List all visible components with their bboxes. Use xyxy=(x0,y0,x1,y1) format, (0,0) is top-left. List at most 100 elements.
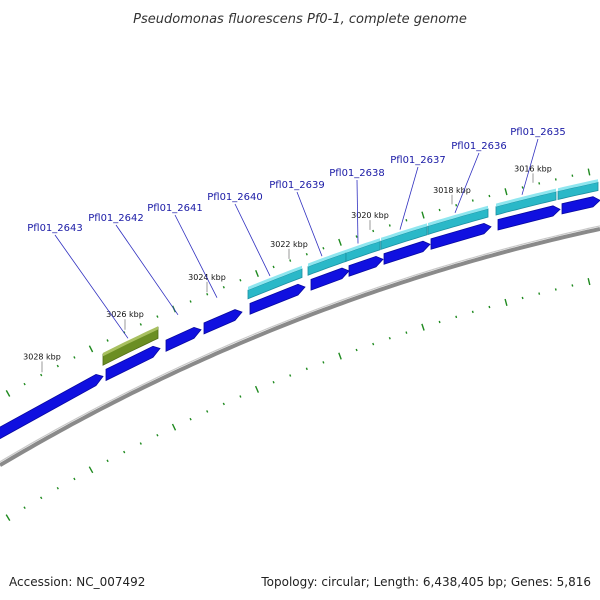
forward-strand-genes xyxy=(102,179,599,366)
tick-mark xyxy=(272,265,275,269)
genome-backbone xyxy=(0,225,600,467)
tick-mark xyxy=(488,305,491,309)
tick-mark xyxy=(305,367,308,371)
forward-gene-shine xyxy=(558,179,598,192)
reverse-gene-arrow xyxy=(497,205,561,231)
gene-label[interactable]: Pfl01_2636 xyxy=(451,141,507,152)
gene-leader-line xyxy=(399,166,419,230)
tick-mark xyxy=(388,336,391,340)
tick-mark xyxy=(189,300,192,303)
tick-mark xyxy=(88,345,94,353)
forward-gene-shine xyxy=(346,238,380,253)
tick-mark xyxy=(289,374,292,377)
tick-mark xyxy=(73,477,76,481)
gene-leader-line xyxy=(296,191,323,257)
tick-mark xyxy=(338,352,342,360)
tick-mark xyxy=(23,506,26,509)
gene-label[interactable]: Pfl01_2641 xyxy=(147,203,203,214)
kbp-marker-label: 3020 kbp xyxy=(351,211,389,220)
gene-label[interactable]: Pfl01_2640 xyxy=(207,192,263,203)
tick-mark xyxy=(504,188,508,196)
tick-mark xyxy=(239,395,242,398)
scale-ticks xyxy=(5,168,591,521)
gene-label[interactable]: Pfl01_2642 xyxy=(88,213,144,224)
tick-mark xyxy=(206,293,209,296)
tick-mark xyxy=(56,364,59,368)
tick-mark xyxy=(471,310,474,314)
tick-mark xyxy=(388,224,391,227)
kbp-marker-label: 3028 kbp xyxy=(23,352,61,361)
forward-gene-shine xyxy=(428,205,488,227)
forward-gene-shine xyxy=(496,188,556,207)
tick-mark xyxy=(106,339,109,342)
tick-mark xyxy=(587,278,591,286)
accession-text: Accession: NC_007492 xyxy=(9,575,145,589)
kbp-marker-label: 3026 kbp xyxy=(106,310,144,319)
tick-mark xyxy=(405,219,408,222)
tick-mark xyxy=(189,417,192,421)
gene-leader-line xyxy=(356,179,359,244)
tick-mark xyxy=(5,390,11,397)
reverse-gene-arrow xyxy=(561,196,600,215)
gene-leader-line xyxy=(174,214,218,298)
tick-mark xyxy=(355,348,358,352)
gene-label[interactable]: Pfl01_2635 xyxy=(510,127,566,138)
tick-mark xyxy=(239,279,242,282)
forward-gene-shine xyxy=(381,223,427,241)
reverse-gene-arrow xyxy=(165,326,202,352)
gene-leader-line xyxy=(521,138,539,195)
gene-leader-line xyxy=(115,224,179,316)
tick-mark xyxy=(23,382,26,386)
tick-mark xyxy=(40,373,43,377)
backbone-line xyxy=(0,227,600,467)
gene-label[interactable]: Pfl01_2637 xyxy=(390,155,446,166)
reverse-gene-arrow xyxy=(203,309,243,335)
reverse-gene-arrow xyxy=(348,255,384,277)
tick-mark xyxy=(488,194,491,198)
tick-mark xyxy=(139,323,142,326)
tick-mark xyxy=(471,199,474,202)
reverse-strand-genes xyxy=(0,196,600,440)
tick-mark xyxy=(255,270,259,278)
tick-mark xyxy=(538,292,541,295)
kbp-marker-label: 3016 kbp xyxy=(514,164,552,173)
tick-mark xyxy=(521,186,524,189)
backbone-highlight xyxy=(0,225,600,463)
tick-mark xyxy=(438,208,441,212)
tick-mark xyxy=(272,381,275,384)
tick-mark xyxy=(156,433,159,437)
tick-mark xyxy=(106,459,109,463)
tick-mark xyxy=(222,285,225,289)
kbp-marker-label: 3022 kbp xyxy=(270,240,308,249)
tick-mark xyxy=(40,496,43,500)
tick-mark xyxy=(171,423,177,431)
gene-label[interactable]: Pfl01_2643 xyxy=(27,223,83,234)
tick-mark xyxy=(222,402,225,406)
highlight-gene-shine xyxy=(103,326,158,357)
tick-mark xyxy=(587,168,591,176)
tick-mark xyxy=(73,356,76,359)
tick-mark xyxy=(455,204,458,207)
tick-mark xyxy=(338,238,342,246)
genome-summary-text: Topology: circular; Length: 6,438,405 bp… xyxy=(260,575,591,589)
tick-mark xyxy=(405,331,408,334)
gene-label[interactable]: Pfl01_2638 xyxy=(329,168,385,179)
gene-leader-line xyxy=(234,203,271,277)
tick-mark xyxy=(372,342,375,346)
gene-leader-line xyxy=(454,152,480,214)
tick-mark xyxy=(538,182,541,185)
tick-mark xyxy=(123,450,126,454)
reverse-gene-arrow xyxy=(0,373,104,440)
gene-label[interactable]: Pfl01_2639 xyxy=(269,180,325,191)
tick-mark xyxy=(421,211,425,219)
forward-gene-shine xyxy=(308,249,346,267)
kbp-marker-label: 3018 kbp xyxy=(433,186,471,195)
tick-mark xyxy=(322,246,325,250)
tick-mark xyxy=(455,315,458,319)
tick-mark xyxy=(289,259,292,262)
tick-mark xyxy=(571,284,574,287)
